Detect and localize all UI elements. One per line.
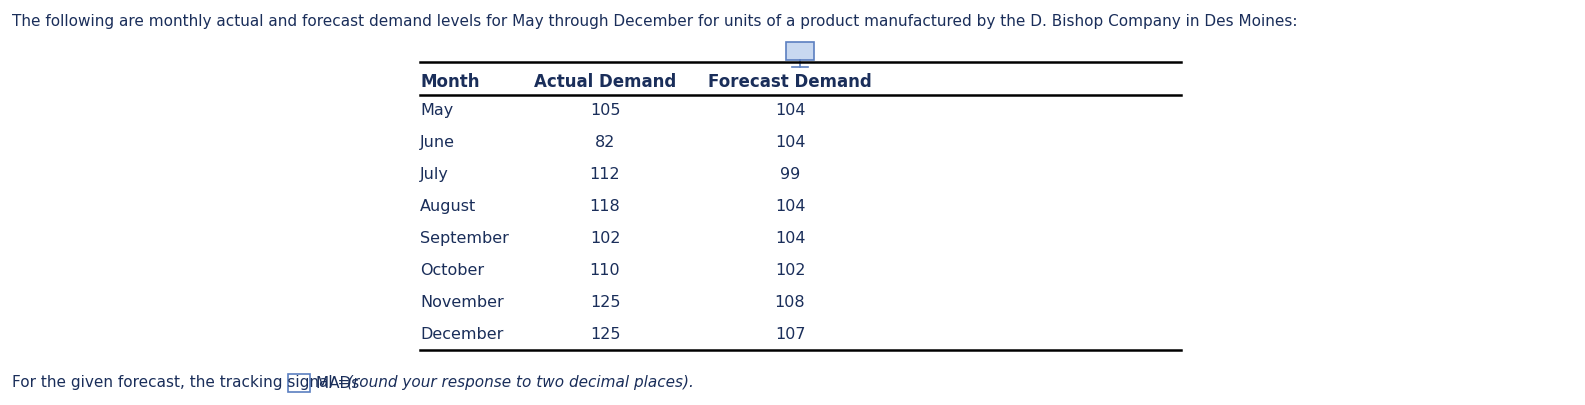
Text: 107: 107	[775, 326, 805, 341]
Text: October: October	[420, 263, 483, 278]
Text: 99: 99	[780, 167, 800, 182]
Text: 104: 104	[775, 231, 805, 246]
Text: (round your response to two decimal places).: (round your response to two decimal plac…	[347, 375, 694, 390]
Text: Month: Month	[420, 73, 480, 91]
Text: 104: 104	[775, 103, 805, 118]
Text: December: December	[420, 326, 504, 341]
Text: 105: 105	[590, 103, 620, 118]
Text: 108: 108	[775, 295, 805, 310]
Text: The following are monthly actual and forecast demand levels for May through Dece: The following are monthly actual and for…	[13, 14, 1298, 29]
Text: September: September	[420, 231, 509, 246]
Text: 104: 104	[775, 199, 805, 214]
FancyBboxPatch shape	[288, 374, 311, 392]
Text: 82: 82	[594, 135, 615, 150]
Text: 118: 118	[590, 199, 620, 214]
Text: August: August	[420, 199, 476, 214]
FancyBboxPatch shape	[786, 42, 815, 60]
Text: 102: 102	[775, 263, 805, 278]
Text: For the given forecast, the tracking signal =: For the given forecast, the tracking sig…	[13, 375, 355, 390]
Text: Forecast Demand: Forecast Demand	[708, 73, 872, 91]
Text: 125: 125	[590, 326, 620, 341]
Text: May: May	[420, 103, 453, 118]
Text: July: July	[420, 167, 449, 182]
Text: 104: 104	[775, 135, 805, 150]
Text: 125: 125	[590, 295, 620, 310]
Text: Actual Demand: Actual Demand	[534, 73, 677, 91]
Text: 110: 110	[590, 263, 620, 278]
Text: 112: 112	[590, 167, 620, 182]
Text: November: November	[420, 295, 504, 310]
Text: 102: 102	[590, 231, 620, 246]
Text: MADs: MADs	[315, 375, 365, 390]
Text: June: June	[420, 135, 455, 150]
